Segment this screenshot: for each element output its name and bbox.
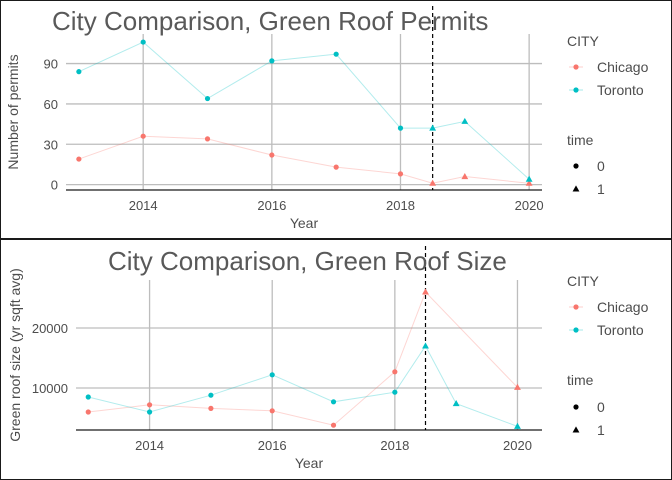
legend-shape-circle — [573, 163, 579, 169]
data-point-triangle — [514, 422, 521, 429]
chart-title: City Comparison, Green Roof Permits — [52, 6, 488, 36]
legend-entry-chicago: Chicago — [597, 59, 649, 75]
data-point-circle — [140, 39, 146, 45]
series-line-chicago — [88, 291, 518, 426]
legend-shape-label-0: 0 — [597, 399, 605, 415]
legend-shape-circle — [573, 404, 579, 410]
x-tick-label: 2018 — [386, 198, 415, 213]
data-point-triangle — [422, 288, 429, 295]
data-point-circle — [208, 392, 214, 398]
legend-key-dot — [573, 87, 579, 93]
series-line-toronto — [88, 345, 518, 427]
legend-shape-label-1: 1 — [597, 181, 605, 197]
panel-divider — [0, 238, 672, 240]
y-axis-label: Number of permits — [5, 54, 21, 169]
x-tick-label: 2014 — [135, 438, 164, 453]
data-point-triangle — [525, 179, 533, 186]
data-point-circle — [76, 69, 82, 75]
y-axis-label: Green roof size (yr sqft avg) — [7, 268, 23, 442]
data-point-circle — [330, 422, 337, 428]
data-point-circle — [269, 408, 275, 414]
data-point-circle — [146, 409, 153, 415]
data-point-circle — [76, 156, 82, 162]
legend-shape-triangle — [572, 426, 580, 433]
x-tick-label: 2016 — [258, 438, 287, 453]
data-point-triangle — [525, 175, 533, 182]
x-axis-label: Year — [295, 455, 324, 471]
data-point-triangle — [429, 179, 437, 186]
legend-key-dot — [573, 327, 579, 333]
x-axis-label: Year — [290, 215, 319, 231]
data-point-circle — [146, 402, 153, 408]
data-point-circle — [208, 405, 214, 411]
data-point-triangle — [461, 117, 469, 124]
legend-key-dot — [573, 64, 579, 70]
data-point-circle — [330, 399, 337, 405]
data-point-triangle — [514, 383, 521, 390]
data-point-circle — [397, 125, 404, 131]
data-point-circle — [85, 394, 91, 400]
data-point-circle — [204, 95, 211, 102]
legend-entry-toronto: Toronto — [597, 322, 644, 338]
permits-panel: 0 30 60 90 2014 2016 2018 2020 Year Number of per… — [5, 6, 649, 231]
legend-entry-chicago: Chicago — [597, 299, 649, 315]
legend-color-title: CITY — [567, 33, 600, 49]
size-panel: 10000 20000 2014 2016 2018 2020 Year Green roof… — [0, 240, 672, 480]
legend-shape-title: time — [567, 132, 594, 148]
x-tick-label: 2016 — [257, 198, 286, 213]
data-point-circle — [392, 389, 398, 395]
data-point-circle — [333, 164, 339, 170]
data-point-circle — [392, 369, 398, 375]
data-point-circle — [333, 51, 339, 57]
data-point-circle — [269, 152, 275, 158]
x-tick-label: 2014 — [129, 198, 158, 213]
data-point-circle — [85, 409, 91, 415]
legend-shape-label-0: 0 — [597, 158, 605, 174]
data-point-circle — [140, 133, 146, 139]
y-tick-label: 10000 — [32, 381, 68, 396]
y-tick-label: 30 — [44, 137, 58, 152]
legend-color-title: CITY — [567, 273, 600, 289]
data-point-circle — [269, 58, 275, 64]
x-tick-label: 2020 — [515, 198, 544, 213]
x-tick-label: 2020 — [503, 438, 532, 453]
permits-chart: 0 30 60 90 2014 2016 2018 2020 Year Number of per… — [5, 6, 649, 231]
data-point-triangle — [452, 400, 460, 407]
data-point-triangle — [461, 172, 469, 180]
y-tick-label: 90 — [44, 57, 58, 72]
legend-shape-triangle — [572, 185, 580, 192]
y-tick-label: 20000 — [32, 321, 68, 336]
data-point-circle — [269, 372, 275, 378]
data-point-circle — [204, 136, 211, 142]
x-tick-label: 2018 — [380, 438, 409, 453]
legend-shape-title: time — [567, 372, 594, 388]
data-point-triangle — [429, 124, 437, 131]
series-line-chicago — [78, 135, 530, 184]
data-point-circle — [397, 171, 404, 177]
size-chart: 10000 20000 2014 2016 2018 2020 Year Green roof… — [7, 246, 649, 471]
legend-entry-toronto: Toronto — [597, 82, 644, 98]
series-line-toronto — [78, 41, 530, 180]
legend-key-dot — [573, 304, 579, 310]
y-tick-label: 60 — [44, 97, 58, 112]
legend-shape-label-1: 1 — [597, 422, 605, 438]
y-tick-label: 0 — [51, 178, 58, 193]
chart-title: City Comparison, Green Roof Size — [108, 246, 507, 276]
data-point-triangle — [422, 342, 429, 349]
